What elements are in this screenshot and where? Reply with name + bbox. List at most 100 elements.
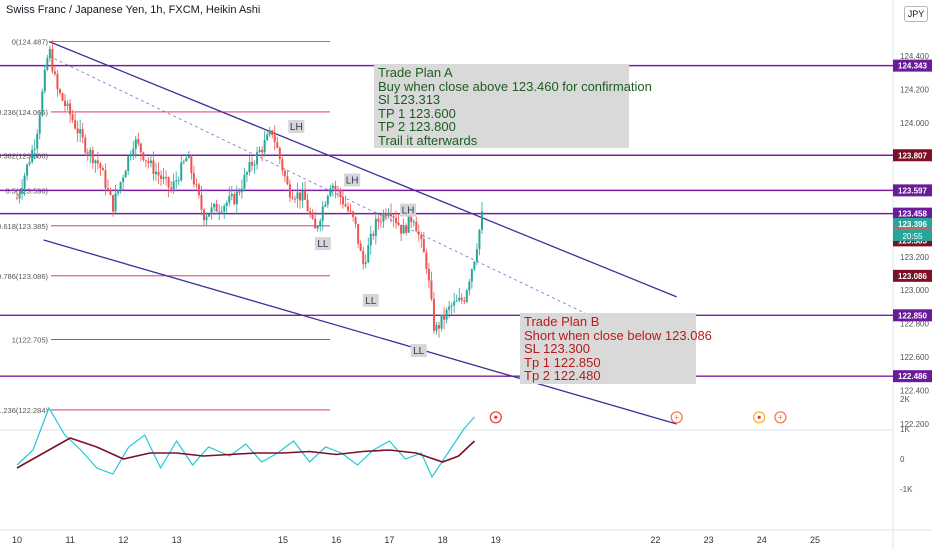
candle-body	[261, 149, 264, 153]
price-label-bg	[893, 59, 932, 72]
candle-body	[326, 195, 329, 205]
plan-b-line: Tp 2 122.480	[524, 368, 601, 383]
x-tick-label: 18	[438, 535, 448, 545]
event-marker-dot	[494, 415, 498, 419]
candle-body	[202, 209, 205, 221]
candle-body	[432, 299, 435, 331]
candle-body	[41, 91, 44, 116]
countdown-label: 20:55	[902, 232, 923, 241]
event-marker	[670, 411, 683, 424]
candle-body	[228, 196, 231, 203]
candle-body	[357, 224, 360, 244]
candle-body	[417, 231, 420, 235]
candle-body	[339, 190, 342, 198]
candle-body	[167, 177, 170, 188]
candle-body	[101, 168, 104, 171]
price-label: 123.458	[898, 210, 927, 219]
trade-plan-a-note[interactable]: Trade Plan A Buy when close above 123.46…	[374, 64, 652, 148]
candle-body	[89, 150, 92, 154]
candle-body	[392, 216, 395, 218]
candle-body	[223, 206, 226, 212]
candle-body	[53, 71, 56, 74]
candle-body	[377, 218, 380, 222]
countdown-bg	[893, 229, 932, 241]
candle-body	[79, 129, 82, 134]
candle-body	[192, 173, 195, 185]
candle-body	[177, 180, 180, 182]
plan-b-line: Tp 1 122.850	[524, 354, 601, 370]
annotation-box	[314, 237, 331, 251]
event-marker	[774, 411, 787, 424]
annotation-label: LL	[317, 239, 329, 250]
candle-body	[420, 234, 423, 240]
candle-body	[200, 194, 203, 210]
candle-body	[450, 305, 453, 307]
candle-body	[397, 222, 400, 226]
x-tick-label: 11	[66, 535, 75, 545]
candle-body	[220, 211, 223, 213]
currency-badge[interactable]: JPY	[904, 6, 928, 22]
candle-body	[407, 215, 410, 233]
candle-body	[425, 252, 428, 270]
candle-body	[465, 290, 468, 302]
candle-body	[435, 325, 438, 331]
price-label-bg	[893, 207, 932, 220]
x-tick-label: 16	[331, 535, 341, 545]
candle-body	[324, 204, 327, 207]
candle-body	[74, 120, 77, 129]
candle-body	[304, 190, 307, 200]
price-label: 124.343	[898, 62, 927, 71]
candle-body	[440, 315, 443, 329]
annotation-label: LH	[346, 176, 359, 187]
candle-body	[218, 211, 221, 213]
plan-b-line: Short when close below 123.086	[524, 327, 712, 343]
candle-body	[162, 176, 165, 179]
candle-body	[48, 48, 51, 59]
candle-body	[458, 297, 461, 301]
candle-body	[160, 175, 163, 179]
candle-body	[445, 309, 448, 320]
price-label: 123.807	[898, 151, 927, 160]
candle-body	[384, 212, 387, 217]
candle-body	[86, 152, 89, 154]
candle-body	[382, 212, 385, 222]
trade-plan-b-note[interactable]: Trade Plan B Short when close below 123.…	[520, 313, 712, 384]
candle-body	[443, 315, 446, 320]
candle-body	[273, 134, 276, 143]
candle-body	[124, 170, 127, 178]
price-label-bg	[893, 217, 932, 230]
candle-body	[134, 139, 137, 149]
candle-body	[235, 191, 238, 205]
candle-body	[16, 198, 18, 200]
candle-body	[438, 325, 441, 329]
candle-body	[213, 203, 216, 208]
candle-body	[470, 269, 473, 282]
osc-y-tick-label: 0	[900, 455, 905, 464]
candle-body	[132, 148, 135, 156]
candle-body	[43, 69, 46, 92]
candle-body	[210, 207, 213, 215]
price-label: 123.396	[898, 220, 927, 229]
x-tick-label: 24	[757, 535, 767, 545]
candle-body	[190, 156, 193, 174]
candle-body	[263, 140, 266, 153]
y-tick-label: 123.200	[900, 253, 929, 262]
candle-body	[468, 281, 471, 291]
candle-body	[180, 162, 183, 181]
candle-body	[66, 103, 69, 107]
candle-body	[147, 160, 150, 164]
candle-body	[369, 233, 372, 246]
candle-body	[306, 199, 309, 212]
x-tick-label: 22	[650, 535, 660, 545]
fib-level-label: 0.618(123.385)	[0, 222, 49, 231]
x-tick-label: 23	[704, 535, 714, 545]
plan-a-line: Sl 123.313	[378, 92, 441, 107]
x-tick-label: 19	[491, 535, 501, 545]
candle-body	[208, 214, 211, 217]
candle-body	[412, 221, 415, 223]
candle-body	[197, 184, 200, 195]
plan-a-line: Buy when close above 123.460 for confirm…	[378, 78, 652, 94]
candle-body	[331, 185, 334, 189]
price-label: 123.086	[898, 272, 927, 281]
